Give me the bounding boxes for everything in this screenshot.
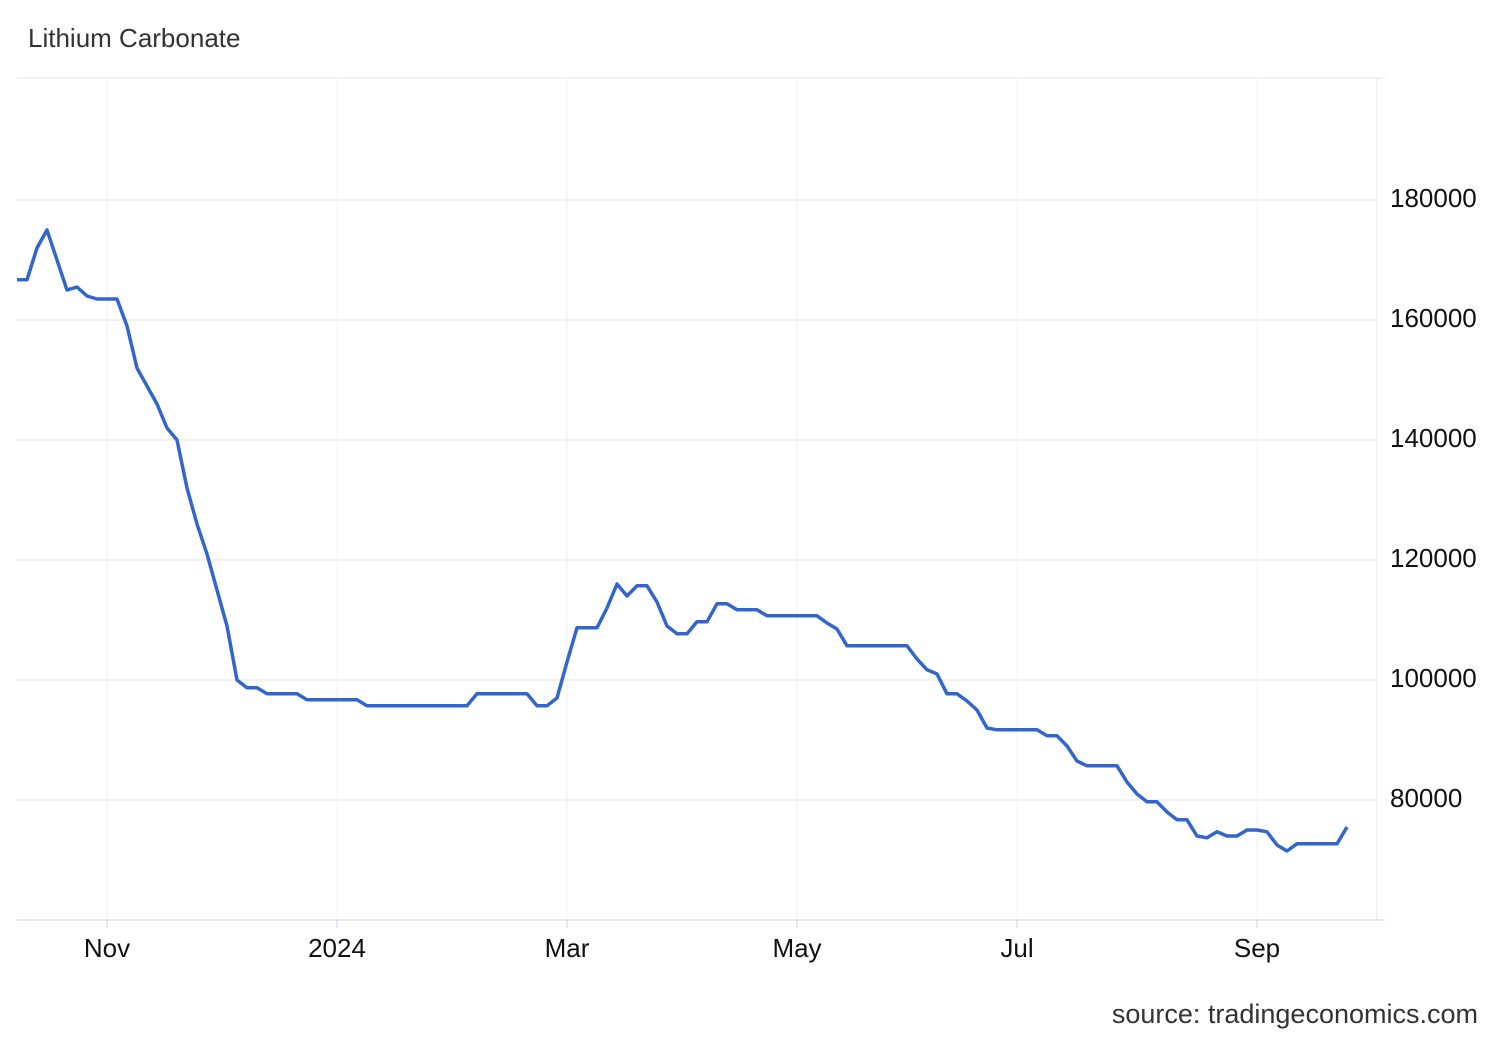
x-tick-label: May xyxy=(772,933,821,963)
source-note: source: tradingeconomics.com xyxy=(1112,999,1478,1029)
y-tick-label: 100000 xyxy=(1390,663,1477,693)
x-tick-label: Nov xyxy=(84,933,130,963)
x-tick-label: Sep xyxy=(1234,933,1280,963)
chart-title: Lithium Carbonate xyxy=(28,23,240,53)
x-tick-label: Mar xyxy=(545,933,590,963)
price-line xyxy=(17,228,1349,853)
y-tick-label: 140000 xyxy=(1390,423,1477,453)
x-tick-label: 2024 xyxy=(308,933,366,963)
y-tick-label: 80000 xyxy=(1390,783,1462,813)
x-tick-label: Jul xyxy=(1000,933,1033,963)
y-tick-label: 160000 xyxy=(1390,303,1477,333)
y-tick-label: 180000 xyxy=(1390,183,1477,213)
y-tick-label: 120000 xyxy=(1390,543,1477,573)
